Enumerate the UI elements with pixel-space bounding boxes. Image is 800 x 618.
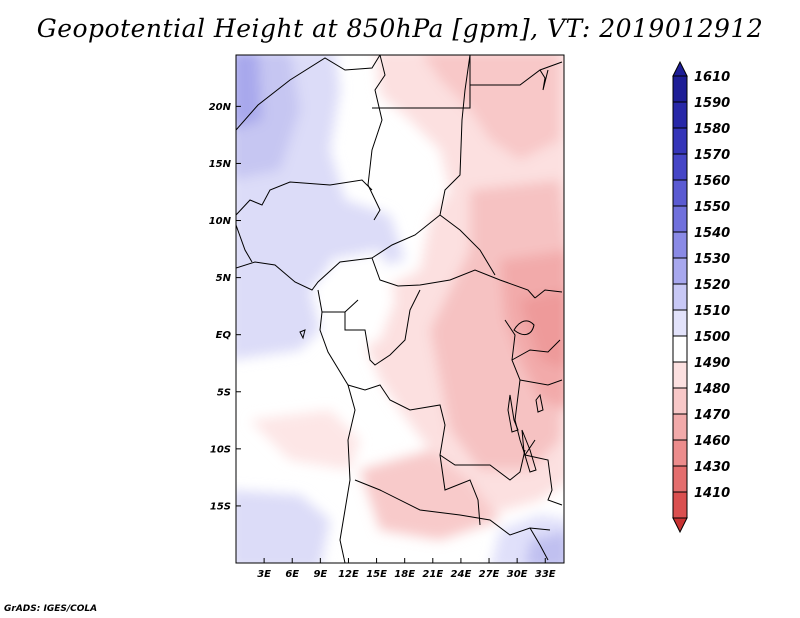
colorbar-swatch — [672, 257, 688, 285]
colorbar-swatch — [672, 335, 688, 363]
plot-frame — [235, 54, 565, 564]
x-tick-label: 18E — [394, 569, 415, 580]
colorbar-label: 1460 — [694, 434, 730, 449]
y-tick-label: 15N — [209, 159, 232, 170]
colorbar-swatch — [672, 361, 688, 389]
colorbar-swatch — [672, 127, 688, 155]
colorbar-swatch — [672, 413, 688, 441]
colorbar-swatch — [672, 491, 688, 519]
y-tick-label: 10S — [210, 444, 231, 455]
colorbar-swatch — [672, 309, 688, 337]
y-tick-label: 5S — [217, 387, 231, 398]
colorbar-swatch — [672, 179, 688, 207]
colorbar-label: 1540 — [694, 226, 730, 241]
colorbar-label: 1500 — [694, 330, 730, 345]
colorbar-label: 1520 — [694, 278, 730, 293]
x-tick-label: 30E — [507, 569, 528, 580]
colorbar-label: 1550 — [694, 200, 730, 215]
colorbar-bottom-arrow — [672, 517, 688, 534]
colorbar-swatch — [672, 283, 688, 311]
map-title: Geopotential Height at 850hPa [gpm], VT:… — [36, 14, 764, 43]
x-axis: 3E 6E 9E 12E 15E 18E 21E 24E 27E 30E 33E — [257, 558, 556, 580]
y-tick-label: EQ — [216, 330, 232, 341]
x-tick-label: 24E — [451, 569, 472, 580]
x-tick-label: 9E — [313, 569, 327, 580]
x-tick-label: 6E — [285, 569, 299, 580]
colorbar-swatch — [672, 205, 688, 233]
colorbar-label: 1470 — [694, 408, 730, 423]
x-tick-label: 15E — [366, 569, 387, 580]
footer-credit: GrADS: IGES/COLA — [4, 604, 98, 614]
colorbar-top-arrow — [672, 60, 688, 77]
colorbar-label: 1610 — [694, 70, 730, 85]
boundary-lines — [236, 55, 563, 563]
height-field — [236, 55, 564, 563]
colorbar-legend: 1610 1590 1580 1570 1560 1550 1540 1530 1520 1510… — [672, 60, 730, 534]
colorbar-swatch — [672, 231, 688, 259]
colorbar-label: 1590 — [694, 96, 730, 111]
x-tick-label: 33E — [535, 569, 556, 580]
y-tick-label: 5N — [216, 273, 232, 284]
y-tick-label: 20N — [209, 102, 232, 113]
y-tick-label: 10N — [209, 216, 232, 227]
colorbar-label: 1510 — [694, 304, 730, 319]
x-tick-label: 27E — [479, 569, 500, 580]
colorbar-label: 1480 — [694, 382, 730, 397]
colorbar-label: 1430 — [694, 460, 730, 475]
y-axis: 20N 15N 10N 5N EQ 5S 10S 15S — [209, 102, 241, 512]
colorbar-label: 1580 — [694, 122, 730, 137]
y-tick-label: 15S — [210, 501, 231, 512]
colorbar-swatch — [672, 439, 688, 467]
colorbar-swatch — [672, 465, 688, 493]
colorbar-label: 1560 — [694, 174, 730, 189]
colorbar-swatch — [672, 75, 688, 103]
colorbar-swatch — [672, 387, 688, 415]
colorbar-swatch — [672, 153, 688, 181]
colorbar-label: 1490 — [694, 356, 730, 371]
colorbar-swatch — [672, 101, 688, 129]
x-tick-label: 3E — [257, 569, 271, 580]
colorbar-label: 1410 — [694, 486, 730, 501]
colorbar-label: 1530 — [694, 252, 730, 267]
x-tick-label: 12E — [338, 569, 359, 580]
x-tick-label: 21E — [422, 569, 443, 580]
colorbar-label: 1570 — [694, 148, 730, 163]
